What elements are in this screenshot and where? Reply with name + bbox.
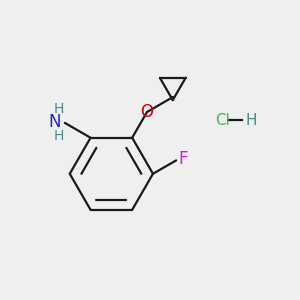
Text: H: H: [53, 129, 64, 143]
Text: H: H: [245, 113, 256, 128]
Text: N: N: [49, 113, 61, 131]
Text: Cl: Cl: [215, 113, 230, 128]
Text: O: O: [140, 103, 154, 121]
Text: H: H: [53, 102, 64, 116]
Text: F: F: [178, 150, 188, 168]
